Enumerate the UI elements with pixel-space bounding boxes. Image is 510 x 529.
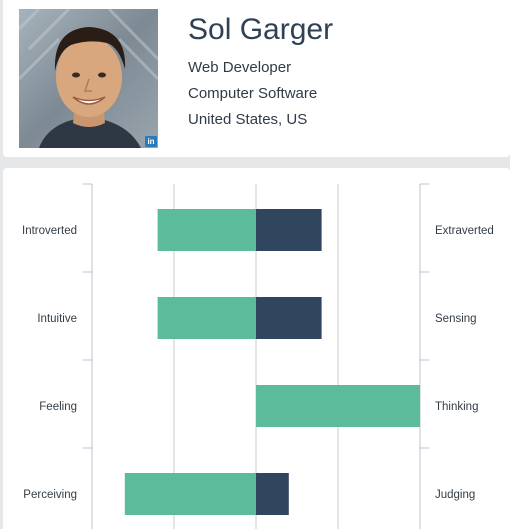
profile-location: United States, US <box>188 111 308 128</box>
bar-judging <box>256 473 289 515</box>
profile-title: Web Developer <box>188 59 292 76</box>
label-thinking: Thinking <box>435 401 478 413</box>
bar-perceiving <box>124 473 256 515</box>
bar-sensing <box>256 297 322 339</box>
label-intuitive: Intuitive <box>37 313 77 325</box>
label-feeling: Feeling <box>39 401 77 413</box>
linkedin-icon[interactable]: in <box>145 136 157 147</box>
personality-chart-card: Introverted Extraverted Intuitive Sensing Fe… <box>3 168 510 529</box>
label-sensing: Sensing <box>435 313 477 325</box>
profile-industry: Computer Software <box>188 85 318 102</box>
profile-card: in Sol Garger Web Developer Computer Sof… <box>3 0 510 157</box>
avatar[interactable]: in <box>19 9 158 148</box>
bar-extraverted <box>256 209 322 251</box>
personality-chart: Introverted Extraverted Intuitive Sensing Fe… <box>22 183 494 529</box>
bar-intuitive <box>157 297 256 339</box>
label-introverted: Introverted <box>22 225 77 237</box>
profile-name: Sol Garger <box>188 13 334 46</box>
label-judging: Judging <box>435 489 475 501</box>
bar-introverted <box>157 209 256 251</box>
bar-thinking <box>256 385 420 427</box>
avatar-photo <box>19 9 158 148</box>
label-perceiving: Perceiving <box>23 489 77 501</box>
label-extraverted: Extraverted <box>435 225 494 237</box>
